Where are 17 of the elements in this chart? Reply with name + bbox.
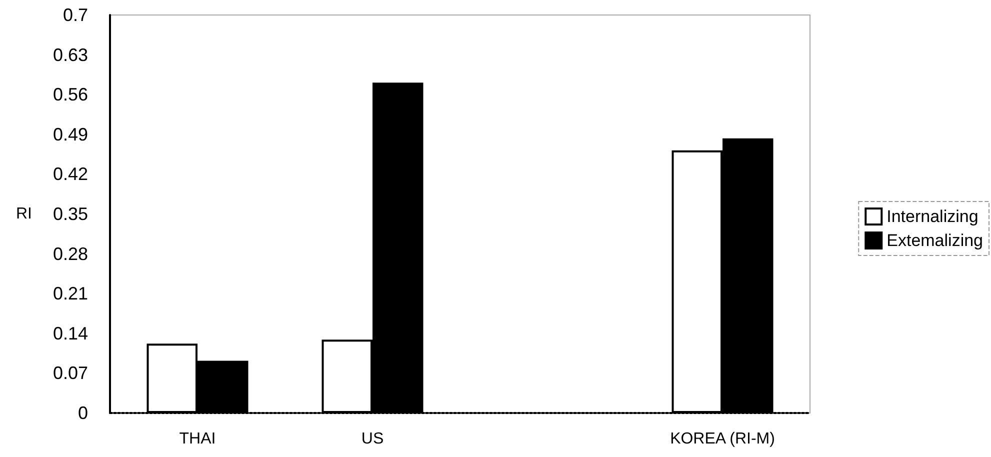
x-tick-label: THAI — [179, 430, 216, 448]
y-axis-title: RI — [16, 206, 32, 222]
legend-label: Extemalizing — [886, 231, 984, 250]
y-tick-label: 0.35 — [52, 204, 88, 224]
y-tick-label: 0.7 — [62, 5, 88, 25]
y-tick-label: 0.14 — [52, 323, 88, 344]
y-tick-label: 0.21 — [52, 284, 88, 304]
y-tick-label: 0.56 — [52, 84, 88, 105]
y-tick-label: 0.63 — [52, 44, 88, 65]
y-tick-label: 0.42 — [52, 164, 88, 184]
x-tick-label: KOREA (RI-M) — [670, 430, 775, 448]
y-tick-label: 0.49 — [52, 124, 88, 144]
legend-label: Internalizing — [886, 207, 978, 226]
x-tick-label: US — [361, 430, 384, 448]
y-tick-label: 0.07 — [52, 363, 88, 384]
y-tick-label: 0.28 — [52, 244, 88, 264]
y-tick-label: 0 — [78, 403, 88, 423]
